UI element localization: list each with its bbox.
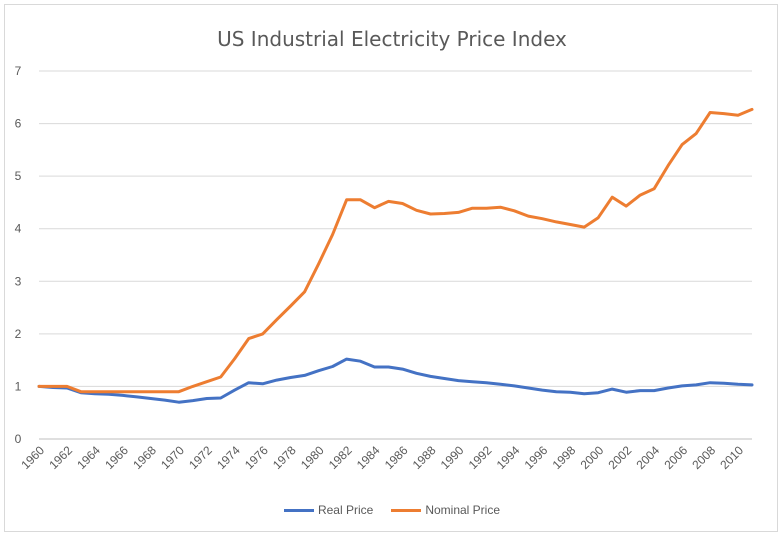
series-line-real-price — [37, 357, 754, 404]
y-tick-label-7: 7 — [15, 64, 22, 78]
x-tick-label-1992: 1992 — [466, 443, 495, 472]
x-tick-label-1968: 1968 — [130, 443, 159, 472]
x-tick-label-1962: 1962 — [46, 443, 75, 472]
y-tick-label-6: 6 — [15, 117, 22, 131]
x-tick-label-1970: 1970 — [158, 443, 187, 472]
y-tick-label-0: 0 — [15, 432, 22, 446]
legend-label-nominal: Nominal Price — [425, 503, 501, 517]
chart-title: US Industrial Electricity Price Index — [217, 27, 567, 51]
y-tick-label-2: 2 — [15, 327, 22, 341]
x-tick-label-2008: 2008 — [689, 443, 718, 472]
x-tick-label-1978: 1978 — [270, 443, 299, 472]
x-tick-label-1990: 1990 — [438, 443, 467, 472]
series-line-nominal-price — [37, 107, 754, 394]
x-tick-label-2004: 2004 — [633, 443, 662, 472]
x-tick-label-1998: 1998 — [550, 443, 579, 472]
x-tick-label-1982: 1982 — [326, 443, 355, 472]
x-tick-label-1986: 1986 — [382, 443, 411, 472]
x-tick-label-2002: 2002 — [606, 443, 635, 472]
x-tick-label-1976: 1976 — [242, 443, 271, 472]
legend: Real Price Nominal Price — [5, 503, 779, 517]
legend-item-real: Real Price — [283, 503, 374, 517]
x-tick-label-1996: 1996 — [522, 443, 551, 472]
y-tick-label-1: 1 — [15, 379, 22, 393]
x-tick-label-2000: 2000 — [578, 443, 607, 472]
legend-swatch-nominal — [391, 508, 422, 512]
x-tick-label-1980: 1980 — [298, 443, 327, 472]
x-tick-label-2006: 2006 — [661, 443, 690, 472]
x-tick-label-1972: 1972 — [186, 443, 215, 472]
x-tick-label-1974: 1974 — [214, 443, 243, 472]
x-tick-label-1964: 1964 — [74, 443, 103, 472]
legend-label-real: Real Price — [317, 503, 374, 517]
y-tick-label-3: 3 — [15, 274, 22, 288]
chart-plot: 0 1 2 3 4 5 6 7 1960 1962 1964 1966 1968 1970 1972 1974… — [15, 64, 754, 472]
x-tick-label-1988: 1988 — [410, 443, 439, 472]
legend-swatch-real — [283, 508, 314, 512]
x-tick-label-1994: 1994 — [494, 443, 523, 472]
x-tick-label-1966: 1966 — [102, 443, 131, 472]
x-tick-label-1960: 1960 — [18, 443, 47, 472]
y-tick-label-5: 5 — [15, 169, 22, 183]
x-tick-label-2010: 2010 — [717, 443, 746, 472]
legend-item-nominal: Nominal Price — [391, 503, 500, 517]
y-tick-label-4: 4 — [15, 222, 22, 236]
x-tick-label-1984: 1984 — [354, 443, 383, 472]
